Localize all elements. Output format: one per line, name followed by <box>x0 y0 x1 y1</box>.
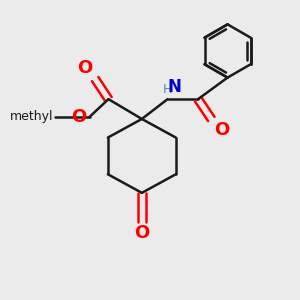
Text: O: O <box>71 109 87 127</box>
Text: O: O <box>77 59 92 77</box>
Text: N: N <box>168 78 182 96</box>
Text: H: H <box>162 83 172 96</box>
Text: O: O <box>214 121 230 139</box>
Text: O: O <box>134 224 149 242</box>
Text: methyl: methyl <box>10 110 53 123</box>
